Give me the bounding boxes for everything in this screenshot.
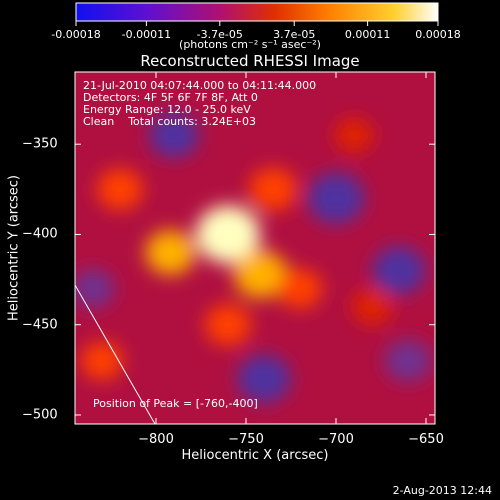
colorbar-units-label: (photons cm⁻² s⁻¹ asec⁻²) [179,38,321,51]
colorbar-tick-label: 0.00018 [415,28,461,41]
y-tick-label: −400 [22,226,58,242]
heatmap-blob [205,304,251,346]
heatmap-blob [334,117,374,153]
heatmap-blob [277,268,323,309]
plot-frame [74,71,436,425]
plot-area: 21-Jul-2010 04:07:44.000 to 04:11:44.000… [75,72,435,424]
y-tick-label: −500 [22,407,58,423]
annotation-energy: Energy Range: 12.0 - 25.0 keV [83,103,251,116]
chart-title: Reconstructed RHESSI Image [140,52,360,70]
heatmap-blob [249,167,297,211]
x-tick-label: −800 [138,432,174,447]
x-axis-label: Heliocentric X (arcsec) [181,448,329,463]
heatmap-blob [307,172,365,224]
colorbar-tick-label: -0.00011 [121,28,172,41]
colorbar-ticks [75,21,439,26]
footer-timestamp: 2-Aug-2013 12:44 [392,484,492,497]
limb-line [75,284,156,424]
colorbar-tick-label: 3.7e-05 [273,28,316,41]
annotation-detectors: Detectors: 4F 5F 6F 7F 8F, Att 0 [83,91,258,104]
heatmap-blob [75,269,115,308]
annotation-counts: Clean Total counts: 3.24E+03 [83,115,257,128]
heatmap-blob [97,168,143,211]
y-tick-label: −350 [22,136,58,152]
y-axis-label: Heliocentric Y (arcsec) [6,175,22,321]
heatmap-blob [372,246,426,295]
heatmap-blob [149,112,199,158]
annotation-time: 21-Jul-2010 04:07:44.000 to 04:11:44.000 [83,79,317,92]
heatmap-blob [233,250,287,299]
colorbar-tick-label: -0.00018 [51,28,101,41]
x-tick-label: −650 [408,432,444,447]
colorbar-tick-label: -3.7e-05 [196,28,243,41]
heatmap-blob [237,354,291,403]
colorbar-tick-label: 0.00011 [344,28,391,41]
peak-position-label: Position of Peak = [-760,-400] [93,397,258,410]
x-tick-label: −750 [228,432,264,447]
x-tick-label: −700 [318,432,354,447]
colorbar [75,2,439,22]
heatmap-blob [145,230,196,275]
heatmap-blob [351,288,393,325]
axis-ticks [75,72,435,424]
y-tick-label: −450 [22,317,58,333]
heatmap-blob [385,340,431,382]
heatmap-blob [196,205,260,264]
